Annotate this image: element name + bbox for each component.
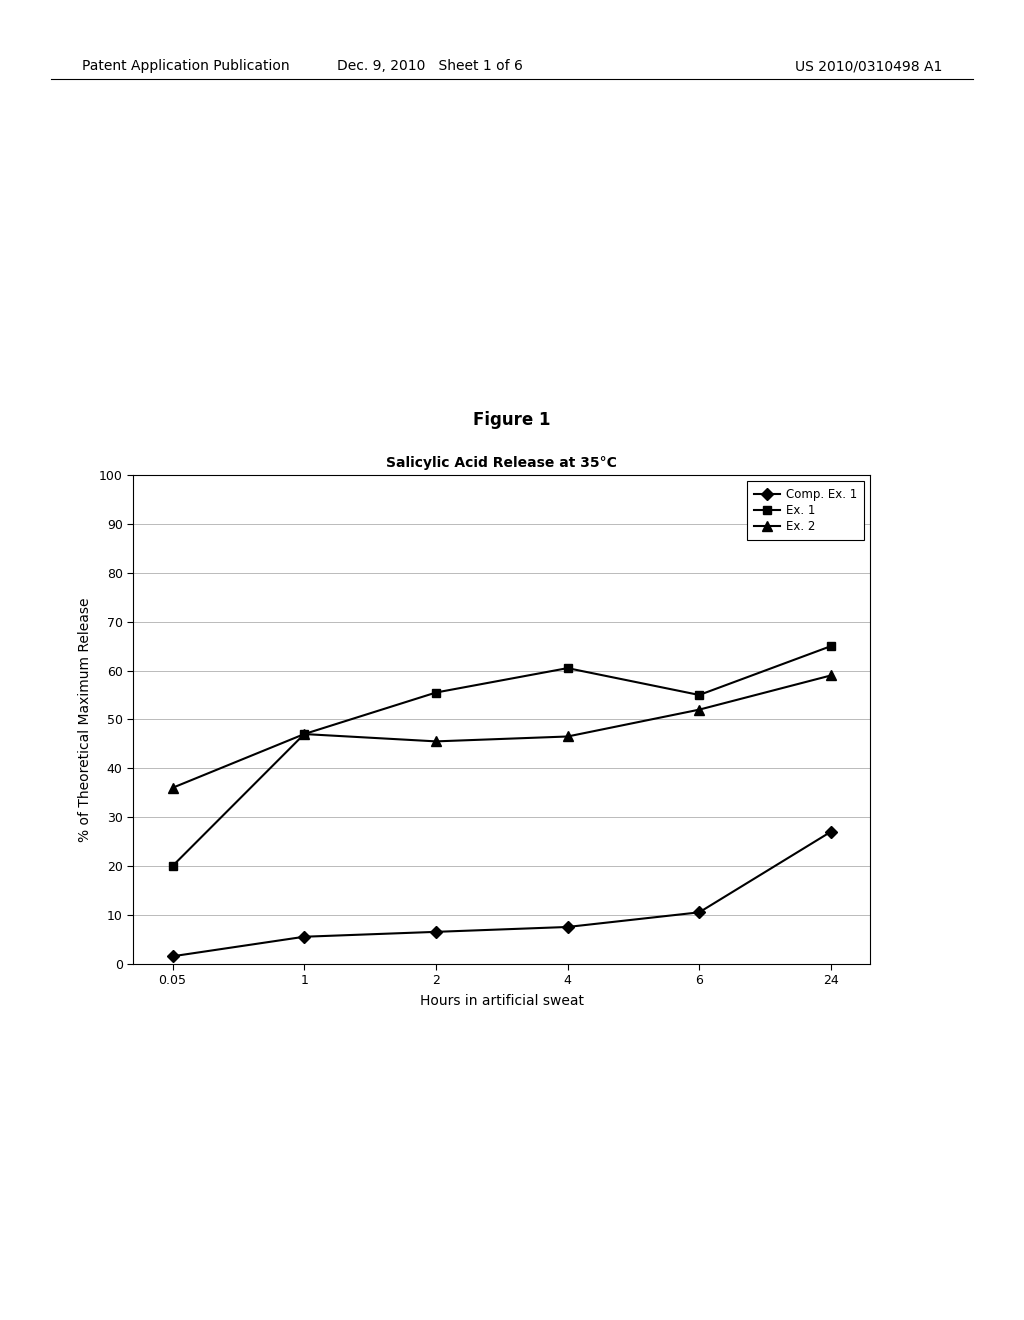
Ex. 1 <box>430 685 442 701</box>
Text: Patent Application Publication: Patent Application Publication <box>82 59 290 74</box>
Ex. 1 <box>824 638 837 653</box>
Ex. 2 <box>298 726 310 742</box>
Text: Figure 1: Figure 1 <box>473 411 551 429</box>
Comp. Ex. 1 <box>298 929 310 945</box>
Ex. 1 <box>693 686 706 702</box>
Title: Salicylic Acid Release at 35°C: Salicylic Acid Release at 35°C <box>386 455 617 470</box>
Line: Comp. Ex. 1: Comp. Ex. 1 <box>169 828 835 961</box>
Ex. 1 <box>298 726 310 742</box>
Text: US 2010/0310498 A1: US 2010/0310498 A1 <box>795 59 942 74</box>
Comp. Ex. 1 <box>167 948 179 964</box>
Ex. 2 <box>561 729 573 744</box>
Ex. 2 <box>167 780 179 796</box>
Comp. Ex. 1 <box>824 824 837 840</box>
Text: Dec. 9, 2010   Sheet 1 of 6: Dec. 9, 2010 Sheet 1 of 6 <box>337 59 523 74</box>
Line: Ex. 2: Ex. 2 <box>168 671 836 792</box>
Ex. 2 <box>824 668 837 684</box>
Comp. Ex. 1 <box>693 904 706 920</box>
Y-axis label: % of Theoretical Maximum Release: % of Theoretical Maximum Release <box>78 597 92 842</box>
Legend: Comp. Ex. 1, Ex. 1, Ex. 2: Comp. Ex. 1, Ex. 1, Ex. 2 <box>748 480 864 540</box>
Comp. Ex. 1 <box>561 919 573 935</box>
Line: Ex. 1: Ex. 1 <box>169 642 835 870</box>
Ex. 1 <box>167 858 179 874</box>
Ex. 1 <box>561 660 573 676</box>
Comp. Ex. 1 <box>430 924 442 940</box>
Ex. 2 <box>430 734 442 750</box>
X-axis label: Hours in artificial sweat: Hours in artificial sweat <box>420 994 584 1008</box>
Ex. 2 <box>693 702 706 718</box>
